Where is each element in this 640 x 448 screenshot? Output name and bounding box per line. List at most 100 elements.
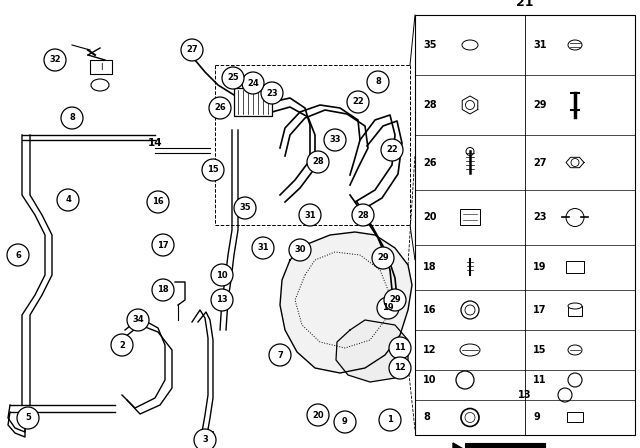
Circle shape (377, 297, 399, 319)
Text: 19: 19 (533, 263, 547, 272)
Text: 29: 29 (389, 296, 401, 305)
Text: 29: 29 (377, 254, 389, 263)
Text: 1: 1 (387, 415, 393, 425)
Circle shape (324, 129, 346, 151)
Text: 32: 32 (49, 56, 61, 65)
Circle shape (222, 67, 244, 89)
Circle shape (307, 404, 329, 426)
Circle shape (269, 344, 291, 366)
Text: 15: 15 (533, 345, 547, 355)
Ellipse shape (568, 303, 582, 309)
Text: I: I (100, 63, 102, 72)
Circle shape (202, 159, 224, 181)
Bar (568, 306, 582, 316)
Text: 24: 24 (247, 78, 259, 87)
Text: 28: 28 (312, 158, 324, 167)
Circle shape (289, 239, 311, 261)
Text: 8: 8 (423, 413, 430, 422)
Bar (460, 210, 480, 225)
Text: 17: 17 (157, 241, 169, 250)
Text: 18: 18 (157, 285, 169, 294)
Text: 27: 27 (186, 46, 198, 55)
Bar (567, 413, 583, 422)
Ellipse shape (460, 344, 480, 356)
Text: 26: 26 (423, 158, 436, 168)
Circle shape (389, 337, 411, 359)
Text: 29: 29 (533, 100, 547, 110)
Circle shape (57, 189, 79, 211)
Text: 28: 28 (423, 100, 436, 110)
Text: 11: 11 (394, 344, 406, 353)
Text: 18: 18 (423, 263, 436, 272)
Circle shape (111, 334, 133, 356)
Polygon shape (336, 320, 408, 382)
Text: 22: 22 (386, 146, 398, 155)
Circle shape (242, 72, 264, 94)
Text: 25: 25 (227, 73, 239, 82)
Circle shape (234, 197, 256, 219)
Circle shape (211, 289, 233, 311)
Text: 22: 22 (352, 98, 364, 107)
Polygon shape (280, 232, 412, 373)
Circle shape (352, 204, 374, 226)
Text: 16: 16 (152, 198, 164, 207)
Circle shape (44, 49, 66, 71)
Text: 34: 34 (132, 315, 144, 324)
Bar (90, 60, 112, 74)
Text: 13: 13 (216, 296, 228, 305)
Circle shape (152, 279, 174, 301)
Ellipse shape (568, 40, 582, 50)
Text: 12: 12 (394, 363, 406, 372)
Polygon shape (462, 96, 478, 114)
Circle shape (152, 234, 174, 256)
Circle shape (299, 204, 321, 226)
Circle shape (61, 107, 83, 129)
Circle shape (211, 264, 233, 286)
Text: 2: 2 (119, 340, 125, 349)
Text: 15: 15 (207, 165, 219, 175)
Text: 17: 17 (533, 305, 547, 315)
Ellipse shape (568, 345, 582, 355)
Text: 4: 4 (65, 195, 71, 204)
Text: 23: 23 (533, 212, 547, 223)
Text: 9: 9 (533, 413, 540, 422)
Text: 8: 8 (69, 113, 75, 122)
Polygon shape (453, 443, 465, 448)
Bar (415, 15, 635, 435)
Circle shape (384, 289, 406, 311)
Circle shape (194, 429, 216, 448)
Ellipse shape (462, 40, 478, 50)
Text: 21: 21 (516, 0, 534, 9)
Text: 7: 7 (277, 350, 283, 359)
Text: 35: 35 (239, 203, 251, 212)
Text: 3: 3 (202, 435, 208, 444)
Text: 10: 10 (216, 271, 228, 280)
Text: 20: 20 (312, 410, 324, 419)
Circle shape (127, 309, 149, 331)
Circle shape (209, 97, 231, 119)
Text: 33: 33 (329, 135, 340, 145)
Circle shape (252, 237, 274, 259)
Circle shape (334, 411, 356, 433)
Bar (566, 262, 584, 273)
Circle shape (7, 244, 29, 266)
Text: 31: 31 (533, 40, 547, 50)
Text: 6: 6 (15, 250, 21, 259)
Text: 27: 27 (533, 158, 547, 168)
Text: 13: 13 (518, 390, 531, 400)
Text: 31: 31 (257, 244, 269, 253)
Text: 23: 23 (266, 89, 278, 98)
Circle shape (307, 151, 329, 173)
Circle shape (147, 191, 169, 213)
Circle shape (372, 247, 394, 269)
Text: 19: 19 (382, 303, 394, 313)
Text: 26: 26 (214, 103, 226, 112)
Polygon shape (566, 157, 584, 168)
Text: 11: 11 (533, 375, 547, 385)
Text: 35: 35 (423, 40, 436, 50)
Ellipse shape (91, 79, 109, 91)
Text: 28: 28 (357, 211, 369, 220)
Circle shape (379, 409, 401, 431)
Circle shape (381, 139, 403, 161)
Text: 10: 10 (423, 375, 436, 385)
